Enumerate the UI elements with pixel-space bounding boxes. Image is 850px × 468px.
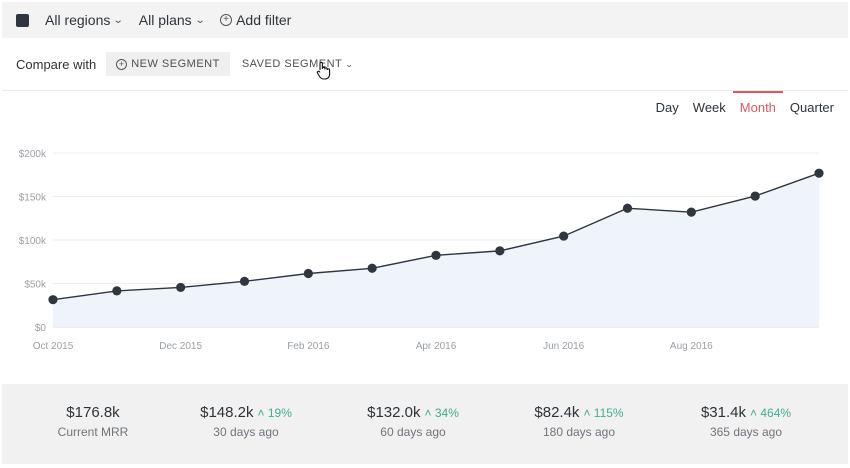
stat-change: 115%: [593, 406, 624, 420]
stat-value: $148.2k: [200, 404, 254, 421]
stat-value: $132.0k: [367, 404, 421, 421]
plans-dropdown-label: All plans: [138, 12, 192, 28]
saved-segment-dropdown[interactable]: SAVED SEGMENT ⌄: [242, 58, 354, 70]
regions-dropdown[interactable]: All regions ⌄: [45, 12, 125, 28]
new-segment-button[interactable]: + NEW SEGMENT: [106, 52, 230, 76]
stat-label: 365 days ago: [709, 425, 783, 439]
period-tab-day[interactable]: Day: [655, 100, 679, 115]
filter-bar: All regions ⌄ All plans ⌄ + Add filter: [2, 2, 848, 38]
y-tick-label: $50k: [24, 280, 47, 291]
period-tab-month[interactable]: Month: [732, 91, 783, 121]
plus-circle-icon: +: [220, 14, 233, 26]
caret-up-icon: ˄: [424, 406, 432, 420]
x-tick-label: Jun 2016: [543, 341, 585, 352]
compare-label: Compare with: [16, 56, 97, 72]
data-point: [495, 246, 505, 256]
data-point: [686, 207, 696, 217]
period-tab-week[interactable]: Week: [692, 100, 726, 115]
regions-dropdown-label: All regions: [45, 12, 111, 28]
stat-label: 30 days ago: [213, 425, 279, 439]
stats-row: $176.8k Current MRR $148.2k ˄ 19% 30 days…: [2, 384, 848, 464]
stat-value: $82.4k: [534, 404, 580, 421]
data-point: [622, 203, 633, 213]
saved-segment-label: SAVED SEGMENT: [241, 58, 343, 70]
data-point: [176, 282, 186, 293]
stat-label: 60 days ago: [380, 425, 446, 439]
stat-30-days: $148.2k ˄ 19% 30 days ago: [200, 404, 292, 439]
y-tick-label: $100k: [19, 236, 47, 247]
chevron-down-icon: ⌄: [345, 59, 355, 69]
y-tick-label: $150k: [19, 193, 47, 204]
stat-label: 180 days ago: [542, 425, 616, 439]
x-tick-label: Oct 2015: [33, 341, 74, 352]
data-point: [814, 168, 824, 178]
stat-current-mrr: $176.8k Current MRR: [58, 404, 129, 439]
period-tab-quarter[interactable]: Quarter: [789, 100, 834, 115]
stat-value: $176.8k: [66, 404, 120, 421]
plans-dropdown[interactable]: All plans ⌄: [138, 12, 206, 28]
hand-pointer-icon: [316, 61, 331, 80]
chevron-down-icon: ⌄: [113, 14, 125, 26]
mrr-chart: $0 $50k $100k $150k $200k Oct 2015 Dec 2015 Feb…: [19, 149, 824, 352]
data-point: [239, 276, 250, 286]
data-point: [48, 295, 58, 305]
stat-365-days: $31.4k ˄ 464% 365 days ago: [701, 404, 791, 439]
stat-value: $31.4k: [700, 404, 746, 421]
data-point: [750, 191, 760, 201]
stat-change: 19%: [267, 406, 292, 420]
caret-up-icon: ˄: [749, 406, 758, 420]
y-tick-label: $200k: [19, 149, 47, 160]
data-point: [559, 231, 569, 241]
caret-up-icon: ˄: [583, 406, 591, 420]
stat-60-days: $132.0k ˄ 34% 60 days ago: [367, 404, 459, 439]
segment-color-swatch[interactable]: [16, 13, 29, 27]
period-tabs: Day Week Month Quarter: [649, 91, 841, 121]
stat-change: 464%: [760, 406, 792, 420]
add-filter-label: Add filter: [236, 12, 292, 28]
stat-label: Current MRR: [57, 425, 129, 439]
data-point: [431, 250, 441, 260]
x-tick-label: Apr 2016: [416, 341, 457, 352]
x-tick-label: Dec 2015: [159, 341, 202, 352]
y-tick-label: $0: [35, 323, 47, 334]
caret-up-icon: ˄: [257, 406, 265, 420]
new-segment-label: NEW SEGMENT: [131, 58, 220, 70]
data-point: [112, 286, 122, 296]
plus-circle-icon: +: [116, 58, 128, 70]
data-point: [303, 268, 313, 279]
add-filter-button[interactable]: + Add filter: [220, 12, 291, 28]
data-point: [367, 263, 377, 273]
x-tick-label: Aug 2016: [670, 341, 713, 352]
x-tick-label: Feb 2016: [287, 341, 330, 352]
chevron-down-icon: ⌄: [194, 14, 206, 26]
stat-180-days: $82.4k ˄ 115% 180 days ago: [534, 404, 623, 439]
compare-bar: Compare with + NEW SEGMENT SAVED SEGMENT…: [2, 38, 848, 90]
stat-change: 34%: [434, 406, 459, 420]
chart-card: $0 $50k $100k $150k $200k Oct 2015 Dec 2015 Feb…: [2, 90, 848, 385]
